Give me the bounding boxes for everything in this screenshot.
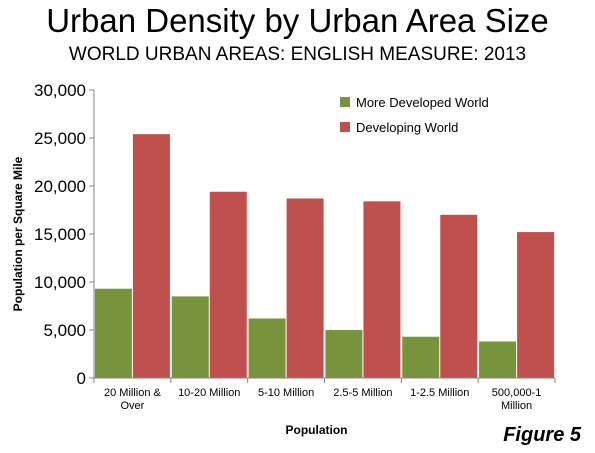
bar-more-developed bbox=[94, 288, 132, 378]
bar-more-developed bbox=[402, 336, 440, 378]
legend-swatch-developing bbox=[340, 122, 350, 132]
y-tick-label: 10,000 bbox=[34, 273, 86, 292]
x-tick-label: 2.5-5 Million bbox=[333, 387, 392, 399]
bar-developing bbox=[363, 201, 401, 378]
x-axis-label: Population bbox=[286, 423, 348, 437]
bar-more-developed bbox=[248, 318, 286, 378]
chart-title: Urban Density by Urban Area Size bbox=[46, 2, 549, 39]
bar-more-developed bbox=[171, 296, 209, 378]
bar-developing bbox=[286, 198, 324, 378]
x-tick-label: 500,000-1 bbox=[492, 387, 542, 399]
x-axis-ticks: 20 Million &Over 10-20 Million 5-10 Millio… bbox=[93, 378, 556, 412]
legend-label-more-developed: More Developed World bbox=[356, 95, 489, 110]
x-tick-label: Million bbox=[501, 400, 532, 412]
x-tick-label: 10-20 Million bbox=[178, 387, 240, 399]
x-tick-label: 5-10 Million bbox=[258, 387, 314, 399]
bar-more-developed bbox=[325, 330, 363, 378]
bar-developing bbox=[209, 191, 247, 378]
y-axis-ticks: 0 5,000 10,000 15,000 20,000 25,000 30,000 bbox=[34, 81, 94, 388]
y-tick-label: 20,000 bbox=[34, 177, 86, 196]
bar-developing bbox=[517, 232, 555, 378]
figure-label: Figure 5 bbox=[503, 424, 581, 446]
bars bbox=[94, 134, 555, 378]
x-tick-label: Over bbox=[120, 400, 144, 412]
bar-more-developed bbox=[479, 341, 517, 378]
bar-developing bbox=[440, 214, 478, 378]
y-tick-label: 25,000 bbox=[34, 129, 86, 148]
y-tick-label: 15,000 bbox=[34, 225, 86, 244]
y-tick-label: 0 bbox=[77, 369, 86, 388]
x-tick-label: 20 Million & bbox=[104, 387, 162, 399]
y-axis-label: Population per Square Mile bbox=[11, 156, 25, 311]
legend-label-developing: Developing World bbox=[356, 120, 458, 135]
x-tick-label: 1-2.5 Million bbox=[410, 387, 469, 399]
bar-developing bbox=[132, 134, 170, 378]
chart-subtitle: WORLD URBAN AREAS: ENGLISH MEASURE: 2013 bbox=[68, 44, 527, 65]
y-tick-label: 5,000 bbox=[43, 321, 86, 340]
legend: More Developed World Developing World bbox=[340, 95, 489, 135]
y-tick-label: 30,000 bbox=[34, 81, 86, 100]
legend-swatch-more-developed bbox=[340, 97, 350, 107]
